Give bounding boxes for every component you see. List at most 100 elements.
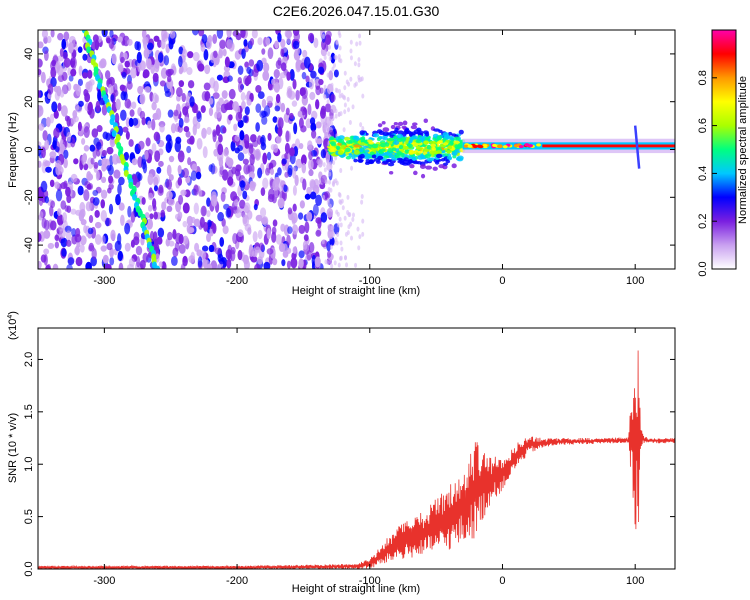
snr-frame [37,327,676,570]
noise-blob [152,72,159,83]
noise-blob [348,120,352,126]
noise-blob [187,227,195,234]
band-blob [368,160,375,165]
carrier-blob [463,144,469,148]
noise-blob [307,103,312,116]
band-blob [423,140,429,145]
noise-blob [224,56,230,68]
noise-blob [338,33,342,39]
noise-blob [279,72,287,79]
noise-blob [315,229,322,237]
noise-blob [274,40,279,49]
noise-blob [147,204,153,212]
band-blob [447,145,453,150]
noise-blob [323,50,327,56]
noise-blob [63,157,68,169]
noise-blob [249,153,255,166]
noise-blob [259,136,265,144]
noise-blob [92,197,100,206]
band-blob [424,153,431,159]
svg-text:(x104): (x104) [7,311,19,340]
noise-blob [273,68,280,79]
noise-blob [44,139,50,151]
band-blob [415,139,422,144]
noise-blob [90,157,95,165]
noise-blob [177,150,185,163]
noise-blob [168,155,175,163]
carrier-blob [467,144,473,148]
noise-blob [108,175,114,184]
noise-blob [65,186,71,197]
band-blob [345,147,351,153]
band-blob [412,161,419,165]
noise-blob [178,46,184,55]
noise-blob [96,125,103,133]
noise-blob [39,211,44,219]
noise-blob [210,194,218,207]
noise-blob [183,125,190,133]
band-blob [345,155,351,160]
band-blob [453,136,460,141]
noise-blob [154,61,160,73]
noise-blob [294,174,299,187]
noise-blob [334,113,338,119]
band-blob [419,164,426,169]
noise-blob [182,48,188,58]
noise-blob [104,70,111,80]
noise-blob [41,217,47,229]
band-blob [415,145,421,150]
noise-blob [339,111,343,117]
noise-blob [110,94,115,102]
noise-blob [339,58,343,64]
noise-blob [42,130,48,141]
band-blob [396,157,403,161]
noise-blob [122,126,129,133]
noise-blob [153,211,158,220]
noise-blob [283,184,288,193]
noise-blob [325,36,332,46]
noise-blob [308,169,314,177]
noise-blob [290,257,298,269]
band-blob [442,162,449,166]
noise-blob [218,134,223,143]
noise-blob [130,211,136,223]
noise-blob [284,30,292,39]
noise-blob [109,30,114,38]
noise-blob [263,62,270,73]
noise-blob [161,201,167,211]
noise-blob [81,154,87,166]
noise-blob [63,31,70,41]
noise-blob [343,85,347,91]
noise-blob [161,261,166,269]
carrier-blob [528,144,534,148]
noise-blob [243,39,248,47]
noise-blob [137,60,142,73]
noise-blob [259,207,267,218]
noise-blob [87,101,93,113]
noise-blob [43,50,49,62]
noise-blob [340,246,344,252]
noise-blob [306,250,312,261]
noise-blob [292,30,300,36]
noise-blob [357,57,361,63]
noise-blob [331,66,335,72]
noise-blob [159,80,166,87]
noise-blob [261,98,267,108]
x-tick-label: -300 [93,275,115,287]
snr-y-label: SNR (10 * v/v) [7,413,19,483]
band-blob [410,125,418,130]
carrier-blob [472,144,478,149]
band-blob [397,121,404,127]
noise-blob [334,237,338,243]
noise-blob [143,48,150,59]
noise-blob [70,208,77,215]
noise-blob [206,233,212,243]
noise-blob [208,107,214,117]
noise-blob [328,115,335,122]
noise-blob [65,230,72,242]
band-blob [424,132,430,137]
noise-blob [315,99,320,110]
noise-blob [72,110,78,119]
noise-blob [222,126,227,134]
